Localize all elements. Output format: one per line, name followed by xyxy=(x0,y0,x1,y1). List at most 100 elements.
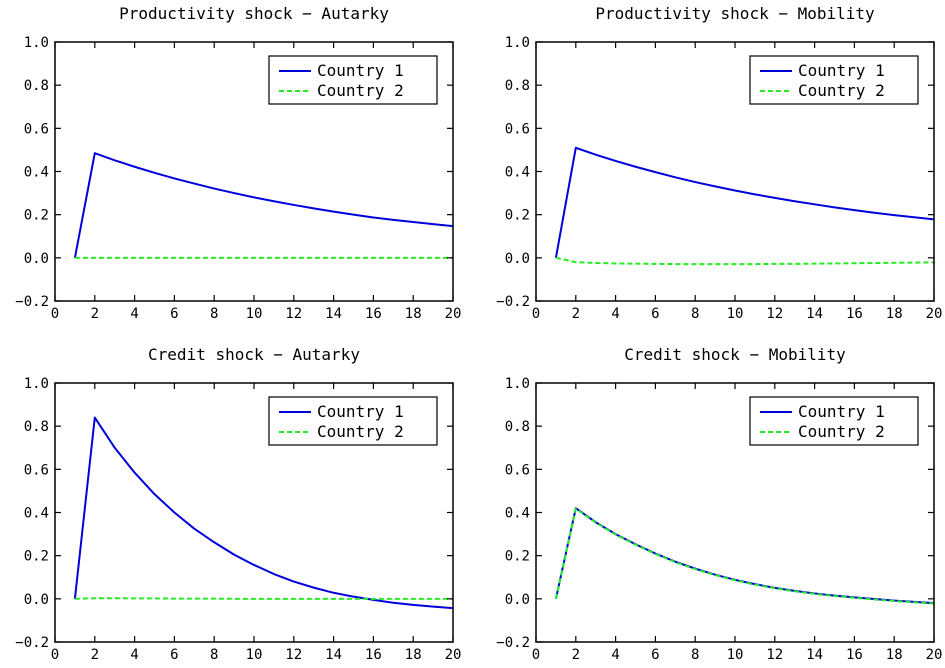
x-tick-label: 14 xyxy=(325,306,342,322)
x-tick-label: 10 xyxy=(727,306,744,322)
y-tick-label: 0.0 xyxy=(505,592,530,608)
x-tick-label: 18 xyxy=(886,647,903,663)
y-tick-label: 0.2 xyxy=(505,549,530,565)
x-tick-label: 6 xyxy=(651,306,659,322)
y-tick-label: 0.0 xyxy=(24,251,49,267)
x-tick-label: 4 xyxy=(611,647,619,663)
y-tick-label: 0.6 xyxy=(505,462,530,478)
x-tick-label: 4 xyxy=(611,306,619,322)
x-tick-label: 18 xyxy=(405,306,422,322)
y-tick-label: 0.0 xyxy=(505,251,530,267)
y-tick-label: 0.4 xyxy=(24,165,49,181)
legend-label: Country 1 xyxy=(798,402,885,421)
legend-box xyxy=(268,55,438,105)
x-tick-label: 2 xyxy=(572,306,580,322)
y-tick-label: 0.6 xyxy=(24,121,49,137)
x-tick-label: 16 xyxy=(365,306,382,322)
x-tick-label: 2 xyxy=(572,647,580,663)
y-tick-label: 0.2 xyxy=(505,208,530,224)
x-tick-label: 10 xyxy=(246,647,263,663)
y-tick-label: 0.8 xyxy=(24,78,49,94)
legend-label: Country 2 xyxy=(317,422,404,441)
x-tick-label: 2 xyxy=(91,306,99,322)
x-tick-label: 8 xyxy=(210,306,218,322)
x-tick-label: 0 xyxy=(532,306,540,322)
x-tick-label: 6 xyxy=(170,647,178,663)
x-tick-label: 14 xyxy=(325,647,342,663)
x-tick-label: 12 xyxy=(766,647,783,663)
chart-panel-4: Credit shock − Mobility 0 2 4 6 8 10 12 14 16 18 20… xyxy=(496,345,942,663)
series-line-country-1 xyxy=(73,152,453,259)
y-tick-label: −0.2 xyxy=(496,294,530,310)
y-tick-label: 1.0 xyxy=(505,35,530,51)
x-tick-label: 8 xyxy=(210,647,218,663)
x-tick-label: 12 xyxy=(285,647,302,663)
x-tick-label: 8 xyxy=(691,306,699,322)
chart-panel-1: Productivity shock − Autarky 0 2 4 6 8 10 12 14 1… xyxy=(15,4,461,322)
x-tick-label: 12 xyxy=(766,306,783,322)
y-tick-label: −0.2 xyxy=(15,635,49,651)
y-tick-label: 0.8 xyxy=(505,78,530,94)
x-tick-label: 8 xyxy=(691,647,699,663)
legend-label: Country 2 xyxy=(798,81,885,100)
x-tick-label: 20 xyxy=(445,306,462,322)
y-tick-label: 0.8 xyxy=(24,419,49,435)
x-tick-label: 0 xyxy=(51,647,59,663)
y-tick-label: 0.2 xyxy=(24,549,49,565)
y-tick-label: 1.0 xyxy=(24,35,49,51)
x-tick-label: 0 xyxy=(532,647,540,663)
series-line-country-2 xyxy=(74,597,453,600)
y-tick-label: 0.2 xyxy=(24,208,49,224)
x-tick-label: 18 xyxy=(405,647,422,663)
y-tick-label: 1.0 xyxy=(505,376,530,392)
y-tick-label: 0.6 xyxy=(24,462,49,478)
x-tick-label: 12 xyxy=(285,306,302,322)
x-tick-label: 4 xyxy=(130,306,138,322)
chart-title: Productivity shock − Mobility xyxy=(595,4,875,23)
legend-box xyxy=(749,396,919,446)
series-line-country-1 xyxy=(554,146,934,259)
legend-box xyxy=(749,55,919,105)
x-tick-label: 6 xyxy=(170,306,178,322)
y-tick-label: 1.0 xyxy=(24,376,49,392)
y-tick-label: −0.2 xyxy=(496,635,530,651)
chart-title: Credit shock − Autarky xyxy=(148,345,360,364)
y-tick-label: 0.4 xyxy=(505,506,530,522)
legend-label: Country 2 xyxy=(317,81,404,100)
x-tick-label: 0 xyxy=(51,306,59,322)
y-tick-label: 0.0 xyxy=(24,592,49,608)
chart-title: Credit shock − Mobility xyxy=(624,345,846,364)
x-tick-label: 4 xyxy=(130,647,138,663)
x-tick-label: 16 xyxy=(846,306,863,322)
x-tick-label: 16 xyxy=(846,647,863,663)
x-tick-label: 20 xyxy=(926,647,943,663)
x-tick-label: 10 xyxy=(246,306,263,322)
legend-label: Country 2 xyxy=(798,422,885,441)
y-tick-label: −0.2 xyxy=(15,294,49,310)
x-tick-label: 6 xyxy=(651,647,659,663)
chart-title: Productivity shock − Autarky xyxy=(119,4,389,23)
series-line-country-2 xyxy=(555,256,934,266)
series-line-country-2 xyxy=(554,507,934,605)
x-tick-label: 20 xyxy=(926,306,943,322)
legend-label: Country 1 xyxy=(317,61,404,80)
x-tick-label: 10 xyxy=(727,647,744,663)
y-tick-label: 0.8 xyxy=(505,419,530,435)
series-line-country-1 xyxy=(73,416,453,610)
x-tick-label: 2 xyxy=(91,647,99,663)
legend-label: Country 1 xyxy=(798,61,885,80)
y-tick-label: 0.6 xyxy=(505,121,530,137)
x-tick-label: 16 xyxy=(365,647,382,663)
y-tick-label: 0.4 xyxy=(505,165,530,181)
y-tick-label: 0.4 xyxy=(24,506,49,522)
x-tick-label: 14 xyxy=(806,306,823,322)
x-tick-label: 14 xyxy=(806,647,823,663)
chart-panel-3: Credit shock − Autarky 0 2 4 6 8 10 12 14 16 18 20 −… xyxy=(15,345,461,663)
legend-label: Country 1 xyxy=(317,402,404,421)
legend-box xyxy=(268,396,438,446)
